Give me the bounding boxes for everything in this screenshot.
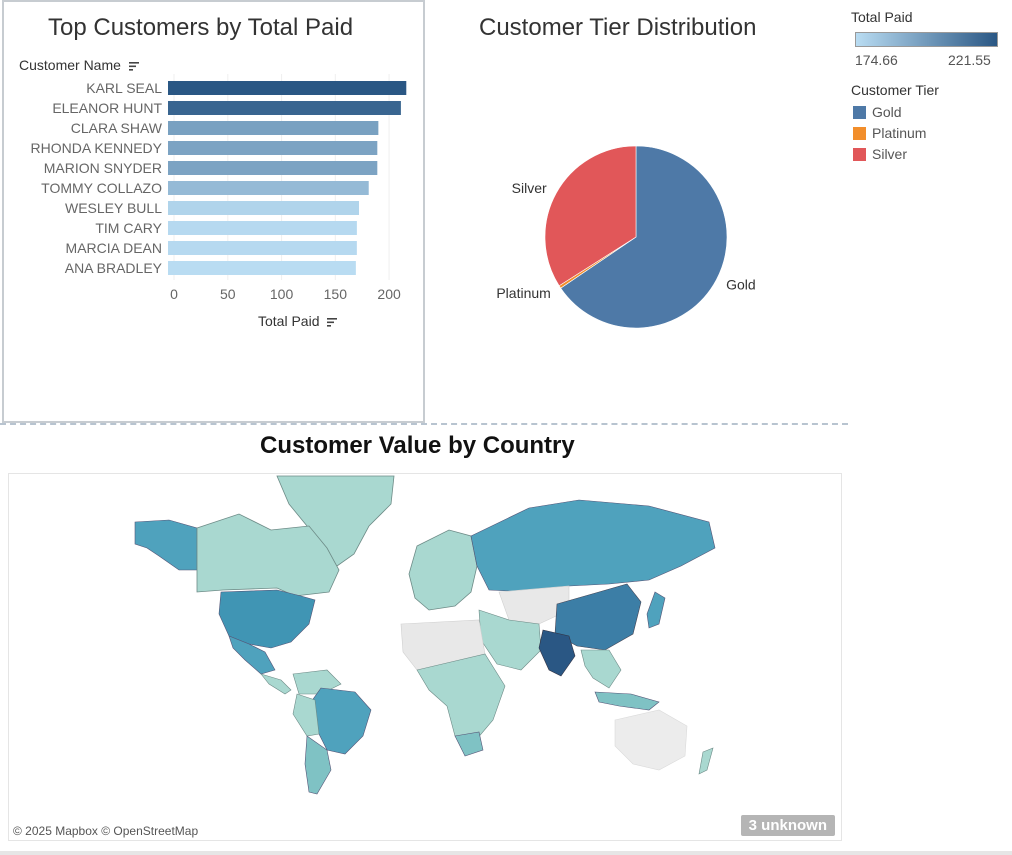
map-country-indonesia (594, 691, 660, 711)
legend-item-platinum[interactable]: Platinum (853, 125, 926, 141)
customer-name-header[interactable]: Customer Name (19, 57, 139, 73)
map-country-central-asia (498, 585, 570, 625)
silver-swatch (853, 148, 866, 161)
bar[interactable] (168, 121, 379, 135)
bar-category-label[interactable]: MARION SNYDER (44, 160, 162, 176)
bar[interactable] (168, 101, 401, 115)
gold-swatch (853, 106, 866, 119)
bar[interactable] (168, 201, 360, 215)
map-country-sub-saharan-africa (416, 653, 506, 747)
pie-chart-title: Customer Tier Distribution (479, 14, 757, 41)
map-country-argentina (304, 735, 332, 795)
x-tick-label: 200 (377, 286, 401, 302)
pie-slice-gold[interactable] (560, 145, 728, 329)
map-country-new-zealand (698, 747, 714, 775)
map-country-southeast-asia (580, 649, 622, 689)
total-paid-axis-label: Total Paid (258, 313, 320, 329)
bar-category-label[interactable]: MARCIA DEAN (66, 240, 162, 256)
map-country-india (538, 629, 576, 677)
world-map[interactable]: © 2025 Mapbox © OpenStreetMap 3 unknown (8, 473, 842, 841)
x-tick-label: 150 (324, 286, 348, 302)
pie-label: Gold (726, 277, 756, 293)
sort-descending-icon[interactable] (128, 61, 139, 71)
bar[interactable] (168, 261, 356, 275)
legend-item-gold[interactable]: Gold (853, 104, 902, 120)
pie-chart: Gold Platinum Silver (496, 145, 756, 329)
bar-category-label[interactable]: ANA BRADLEY (65, 260, 163, 276)
bar-category-label[interactable]: TOMMY COLLAZO (41, 180, 162, 196)
bar[interactable] (168, 181, 369, 195)
sort-descending-icon[interactable] (327, 317, 338, 327)
legend-label-platinum: Platinum (872, 125, 927, 141)
pie-label: Platinum (496, 285, 550, 301)
map-country-peru-bolivia (292, 693, 320, 737)
map-country-south-africa (454, 731, 484, 757)
world-map-graphic (134, 475, 716, 795)
map-country-greenland (276, 475, 395, 567)
total-paid-color-scale (855, 32, 998, 47)
legend-item-silver[interactable]: Silver (853, 146, 907, 162)
bottom-scrollbar[interactable] (0, 851, 1012, 855)
bar[interactable] (168, 141, 378, 155)
bar-category-label[interactable]: CLARA SHAW (71, 120, 163, 136)
legend-label-gold: Gold (872, 104, 902, 120)
total-paid-max-label: 221.55 (948, 52, 991, 68)
customer-tier-legend-title: Customer Tier (851, 82, 939, 98)
platinum-swatch (853, 127, 866, 140)
pie-label: Silver (512, 180, 547, 196)
bar[interactable] (168, 81, 407, 95)
map-country-alaska (134, 519, 198, 571)
unknown-locations-badge[interactable]: 3 unknown (740, 815, 835, 836)
bar-chart-title: Top Customers by Total Paid (48, 14, 354, 41)
map-country-central-america (260, 673, 292, 695)
map-country-russia (470, 499, 716, 593)
map-country-australia (614, 709, 688, 771)
bar-category-label[interactable]: WESLEY BULL (65, 200, 162, 216)
total-paid-min-label: 174.66 (855, 52, 898, 68)
map-country-europe (408, 529, 478, 611)
x-tick-label: 0 (170, 286, 178, 302)
map-country-japan (646, 591, 666, 629)
map-title: Customer Value by Country (260, 432, 575, 459)
map-credits[interactable]: © 2025 Mapbox © OpenStreetMap (13, 824, 199, 838)
bar-chart: KARL SEAL ELEANOR HUNT CLARA SHAW RHONDA KE… (31, 74, 407, 302)
map-country-canada (196, 513, 340, 597)
bar-category-label[interactable]: ELEANOR HUNT (52, 100, 162, 116)
bar-category-label[interactable]: RHONDA KENNEDY (31, 140, 163, 156)
map-country-middle-east (478, 609, 542, 671)
pie-slice-silver[interactable] (544, 145, 637, 287)
customer-name-header-label: Customer Name (19, 57, 121, 73)
map-country-mexico (228, 635, 276, 675)
total-paid-legend-title: Total Paid (851, 9, 913, 25)
dashboard-divider (0, 423, 848, 425)
x-tick-label: 100 (270, 286, 294, 302)
bar-category-label[interactable]: KARL SEAL (86, 80, 162, 96)
legend-label-silver: Silver (872, 146, 908, 162)
bar[interactable] (168, 241, 357, 255)
bar[interactable] (168, 221, 357, 235)
map-country-usa (218, 589, 316, 649)
x-tick-label: 50 (220, 286, 236, 302)
total-paid-axis-title[interactable]: Total Paid (258, 313, 338, 329)
map-country-brazil (310, 687, 372, 755)
bar-category-label[interactable]: TIM CARY (95, 220, 162, 236)
bar[interactable] (168, 161, 378, 175)
